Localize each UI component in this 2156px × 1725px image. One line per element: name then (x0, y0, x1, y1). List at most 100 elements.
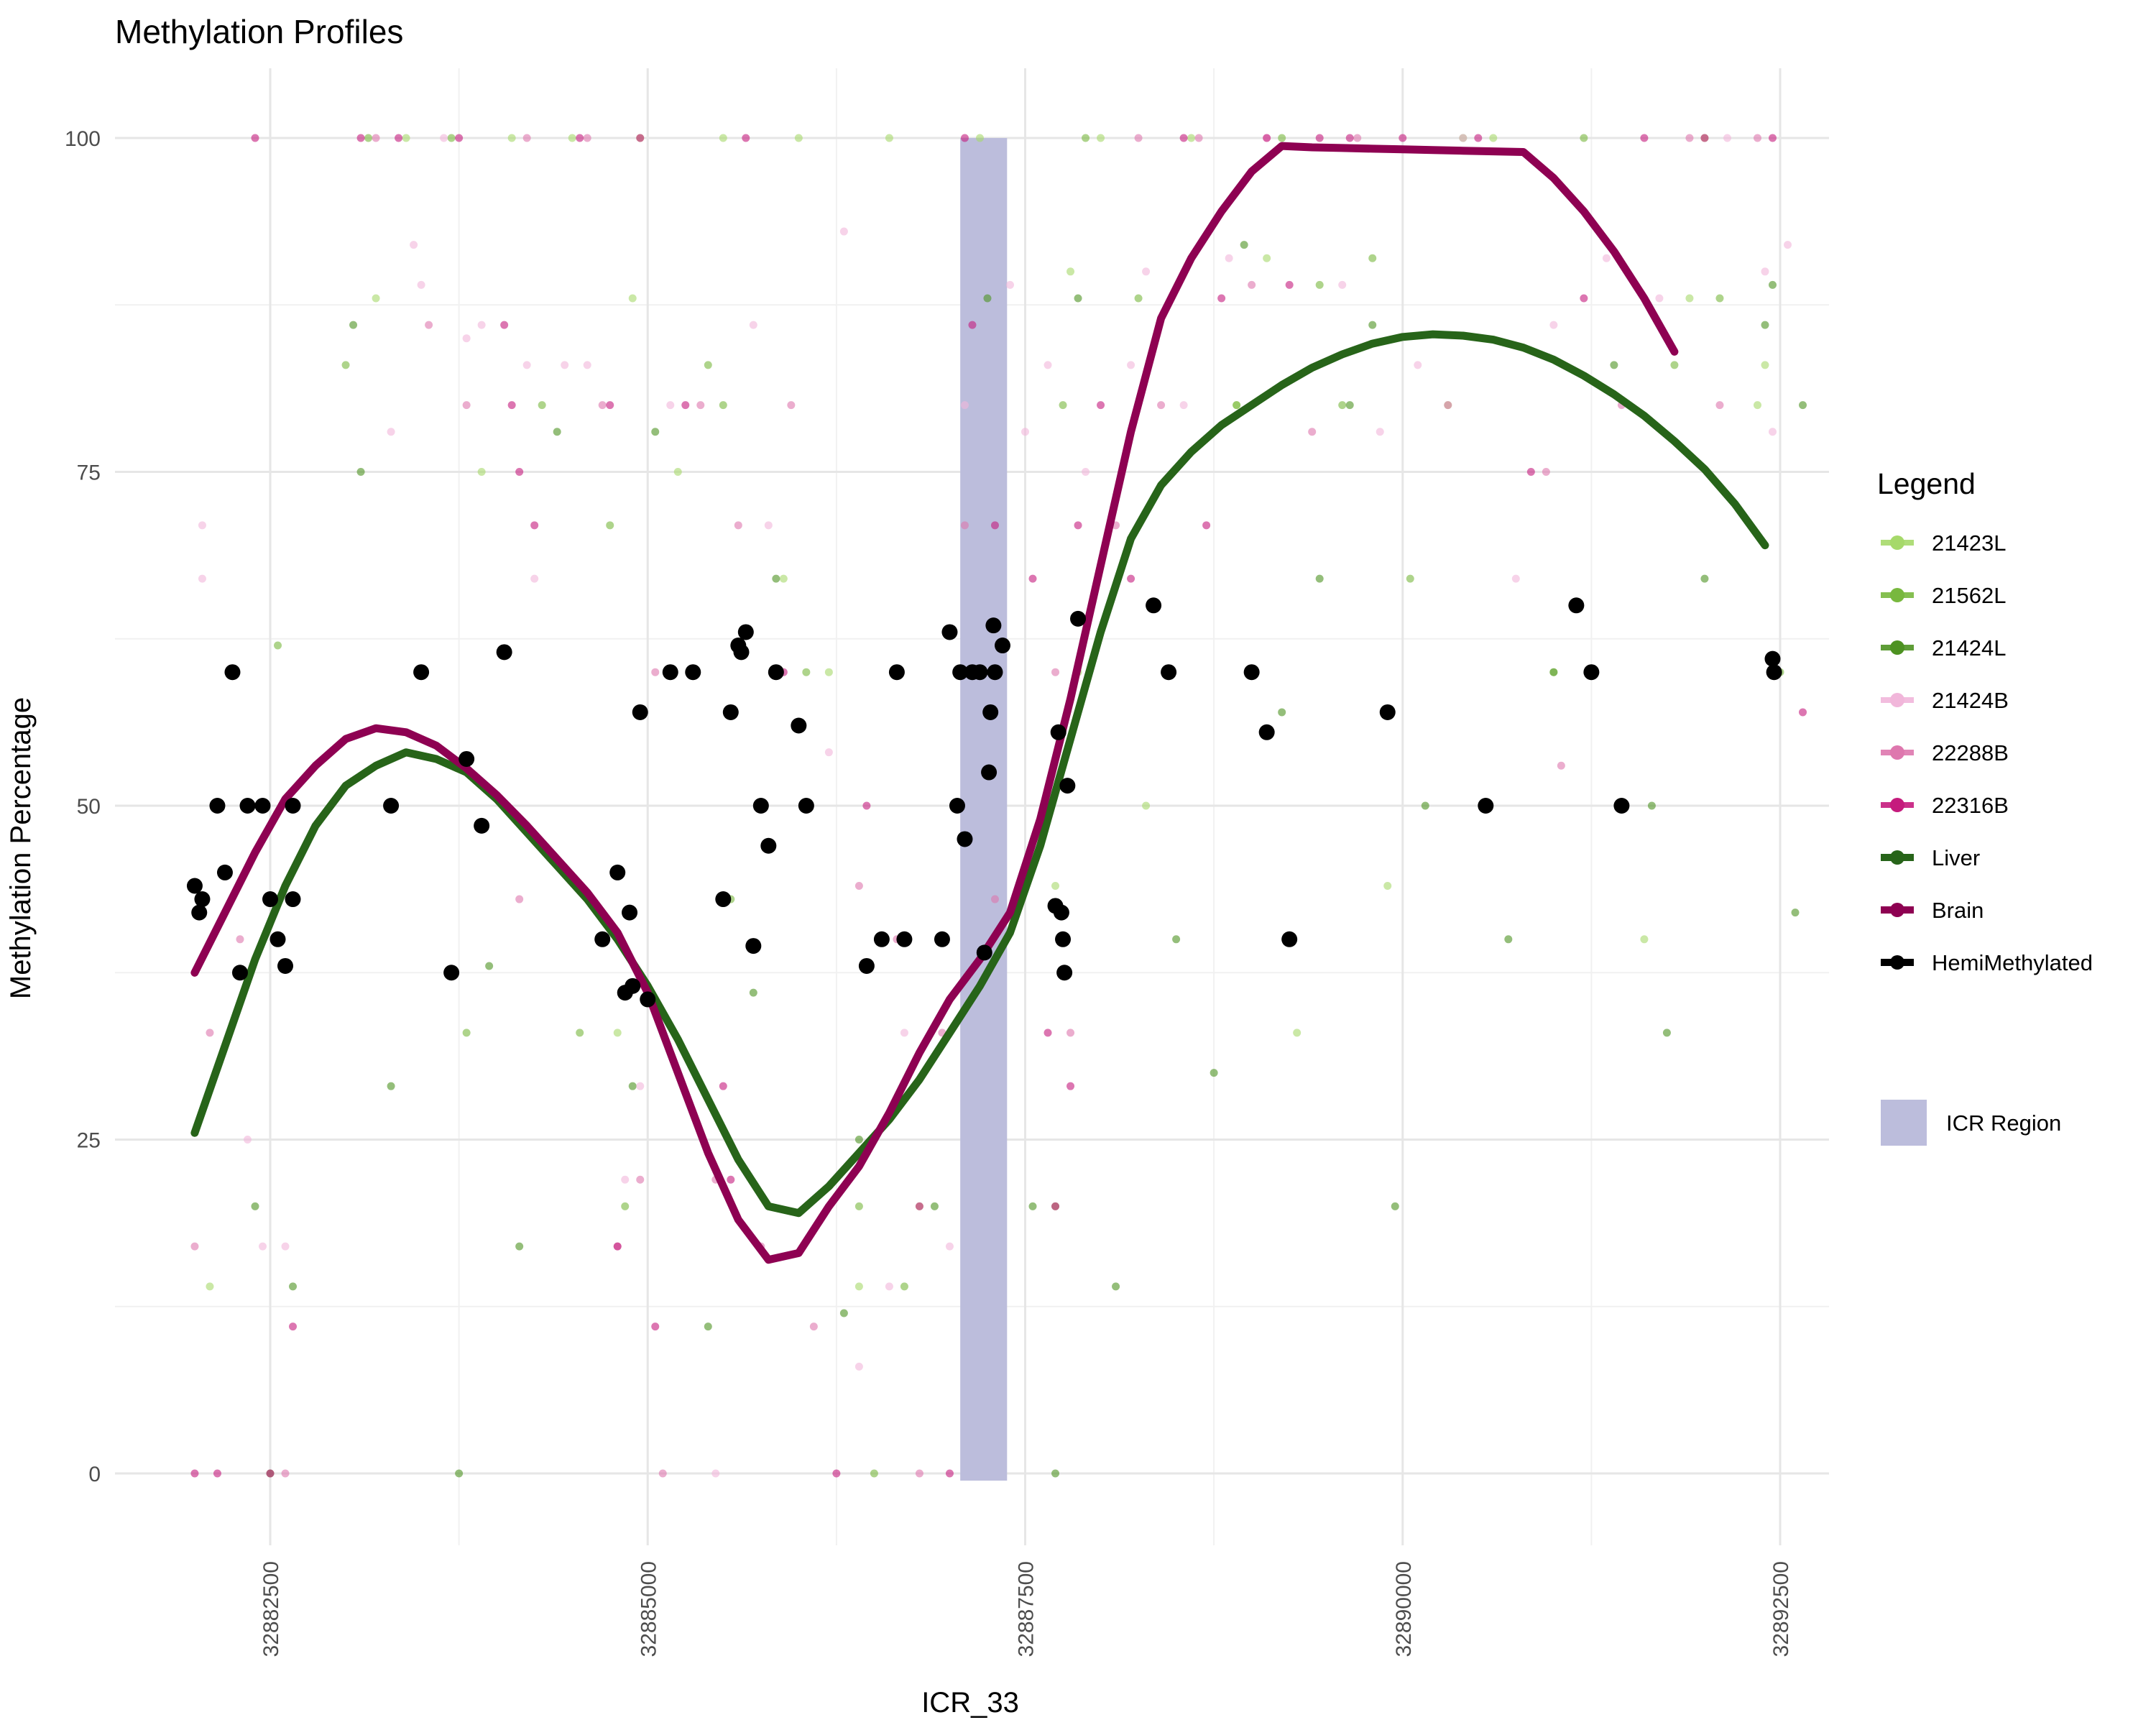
point-21562L (576, 1029, 584, 1037)
point-HemiMethylated (1059, 778, 1076, 794)
point-22288B (1542, 468, 1550, 476)
point-22288B (809, 1322, 818, 1331)
point-22288B (1685, 134, 1694, 142)
point-22316B (213, 1469, 221, 1478)
point-22316B (990, 521, 999, 530)
point-HemiMethylated (632, 704, 648, 720)
point-21424B (900, 1029, 908, 1037)
point-21424L (251, 1202, 259, 1210)
point-HemiMethylated (934, 931, 950, 947)
point-22288B (1444, 401, 1452, 410)
point-21424B (477, 321, 486, 329)
point-21423L (1097, 134, 1105, 142)
point-HemiMethylated (262, 891, 278, 908)
point-21562L (462, 1029, 471, 1037)
point-21424B (1784, 241, 1792, 249)
legend-item-21424L: 21424L (1881, 635, 2006, 661)
point-21562L (704, 361, 712, 369)
point-21424B (960, 401, 969, 410)
point-22316B (1127, 574, 1135, 583)
point-22316B (1345, 134, 1354, 142)
point-HemiMethylated (413, 664, 430, 681)
point-HemiMethylated (1568, 597, 1585, 614)
x-tick-label: 32887500 (1015, 1561, 1038, 1657)
point-HemiMethylated (1146, 597, 1162, 614)
point-22288B (787, 401, 796, 410)
point-22316B (862, 801, 871, 810)
point-HemiMethylated (209, 798, 226, 814)
point-HemiMethylated (1281, 931, 1298, 947)
point-21424B (666, 401, 675, 410)
point-21424B (440, 134, 448, 142)
legend-key-dot (1890, 640, 1904, 655)
point-HemiMethylated (994, 638, 1010, 654)
legend-item-22288B: 22288B (1881, 740, 2009, 765)
point-HemiMethylated (737, 624, 754, 640)
point-21562L (538, 401, 546, 410)
point-22288B (190, 1242, 199, 1251)
point-21562L (1580, 134, 1588, 142)
point-21423L (1051, 881, 1060, 890)
point-21424B (198, 574, 206, 583)
x-tick-label: 32885000 (637, 1561, 660, 1657)
point-HemiMethylated (216, 864, 233, 880)
legend-item-icr-region: ICR Region (1881, 1100, 2061, 1146)
point-21424L (749, 988, 757, 997)
legend-key-dot (1890, 850, 1904, 865)
point-21423L (854, 1282, 863, 1291)
point-HemiMethylated (981, 764, 998, 781)
point-21424B (824, 748, 833, 757)
point-21424B (636, 1082, 645, 1090)
legend-key-dot (1890, 798, 1904, 812)
point-HemiMethylated (443, 965, 460, 981)
point-21424B (1005, 280, 1014, 289)
point-21562L (341, 361, 350, 369)
point-21562L (364, 134, 373, 142)
point-HemiMethylated (798, 798, 814, 814)
point-21424B (1021, 428, 1029, 436)
point-21424B (1179, 401, 1188, 410)
y-tick-label: 75 (77, 461, 101, 485)
legend-label-Liver: Liver (1932, 845, 1980, 870)
point-22316B (1640, 134, 1649, 142)
point-22288B (1753, 134, 1761, 142)
line-Brain (190, 142, 1679, 1264)
point-22316B (1179, 134, 1188, 142)
point-22288B (651, 668, 660, 676)
point-HemiMethylated (1243, 664, 1260, 681)
point-22316B (742, 134, 750, 142)
point-22316B (1799, 708, 1807, 717)
point-21423L (507, 134, 516, 142)
point-HemiMethylated (609, 864, 626, 880)
legend-key-icr-region (1881, 1100, 1927, 1146)
point-22288B (372, 134, 380, 142)
legend-item-Brain: Brain (1881, 898, 1984, 923)
point-HemiMethylated (254, 798, 271, 814)
point-21423L (794, 134, 803, 142)
point-22316B (1768, 134, 1777, 142)
point-22288B (1715, 401, 1724, 410)
point-21424B (522, 361, 531, 369)
point-21423L (824, 668, 833, 676)
point-HemiMethylated (474, 817, 490, 834)
point-21424B (410, 241, 418, 249)
point-22316B (968, 321, 977, 329)
point-22288B (515, 895, 524, 903)
point-21423L (1142, 801, 1151, 810)
point-21424B (1376, 428, 1384, 436)
point-HemiMethylated (194, 891, 211, 908)
point-21424L (772, 574, 780, 583)
point-HemiMethylated (760, 837, 777, 854)
point-21562L (447, 134, 456, 142)
point-22316B (719, 1082, 727, 1090)
point-HemiMethylated (640, 991, 656, 1008)
point-22316B (1097, 401, 1105, 410)
point-21423L (885, 134, 893, 142)
y-tick-label: 50 (77, 795, 101, 819)
point-21424L (1210, 1069, 1218, 1077)
legend-label-21423L: 21423L (1932, 530, 2006, 556)
point-HemiMethylated (239, 798, 256, 814)
point-22316B (1217, 294, 1226, 303)
point-HemiMethylated (1583, 664, 1600, 681)
